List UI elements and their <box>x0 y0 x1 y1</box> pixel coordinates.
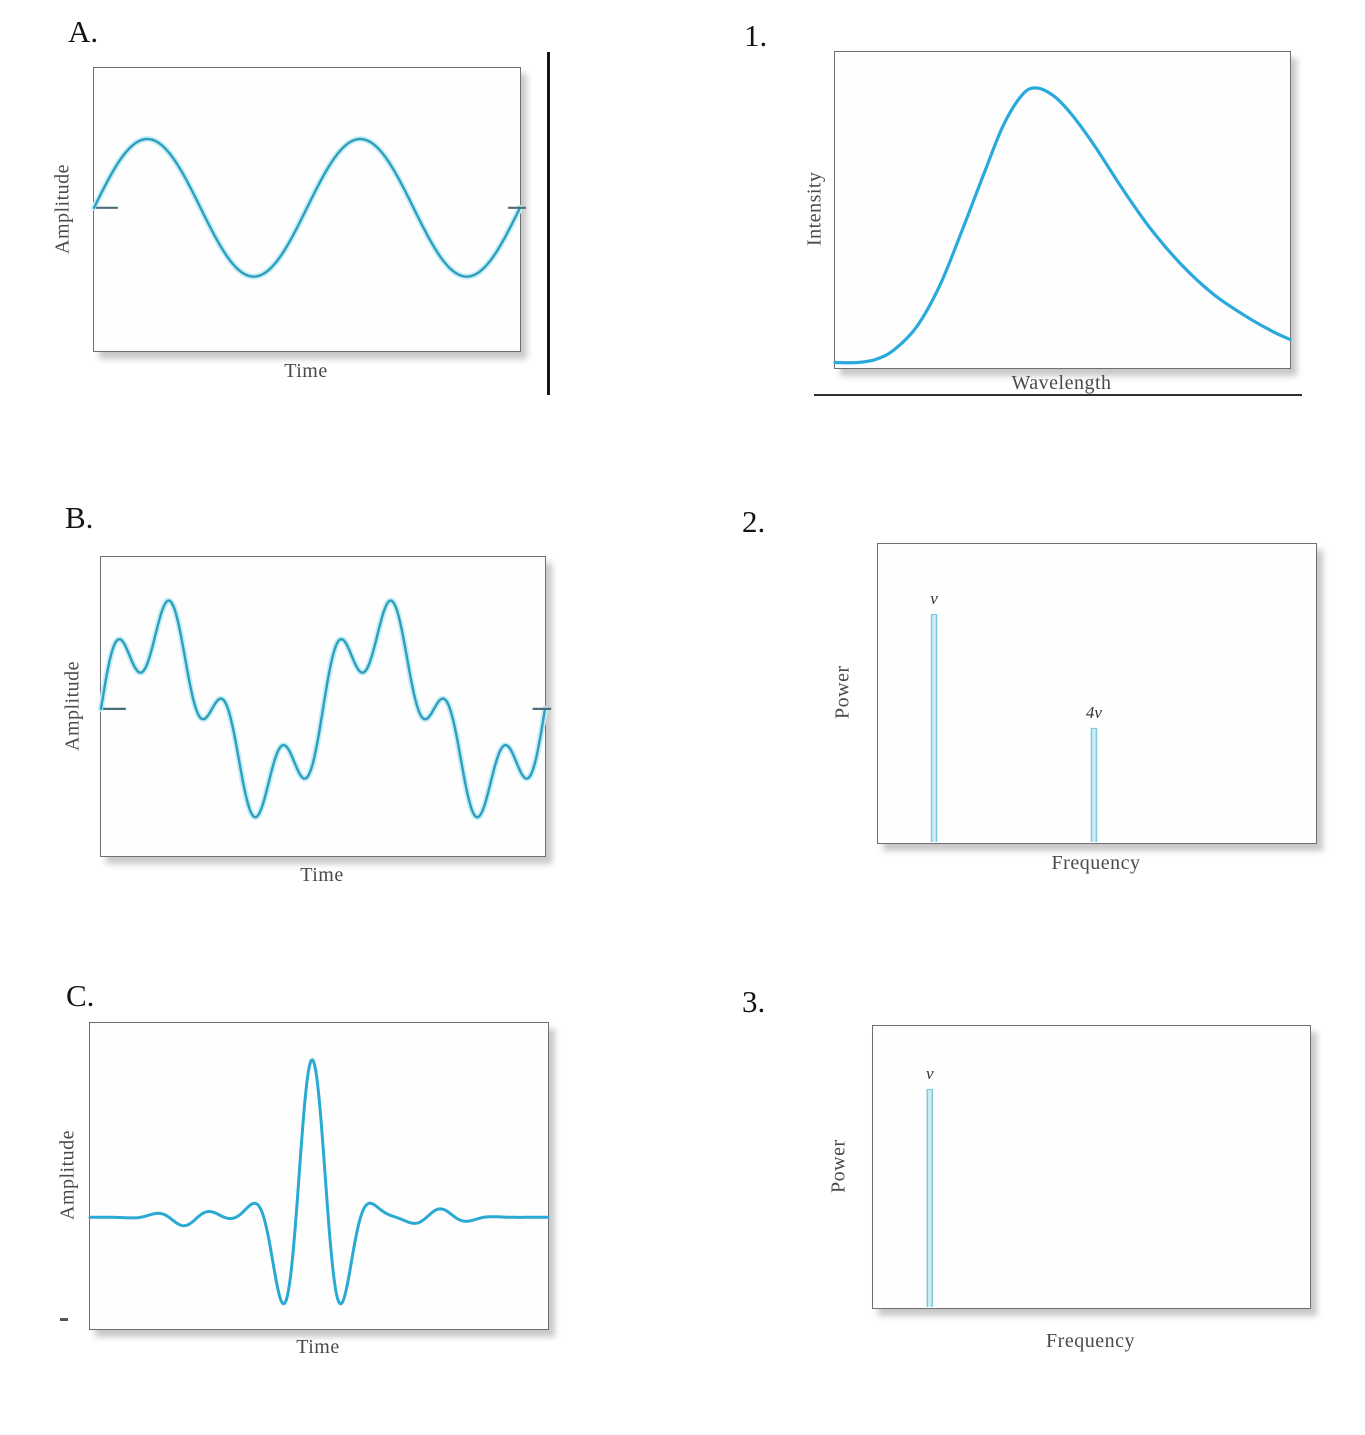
wave-packet-path <box>90 1060 548 1304</box>
y-axis-label-amplitude: Amplitude <box>51 163 74 254</box>
x-axis-label-time: Time <box>300 864 344 886</box>
chart-canvas-C <box>90 1023 548 1329</box>
panel-label-B: B. <box>65 500 94 535</box>
row-divider-line <box>814 394 1302 396</box>
stem-label-4ν: 4ν <box>1085 702 1102 722</box>
panel-label-A: A. <box>68 14 99 49</box>
x-axis-label-frequency: Frequency <box>1051 852 1141 874</box>
spectrum-curve <box>835 88 1290 363</box>
plot-area-A <box>93 67 521 352</box>
x-axis-label-time: Time <box>284 360 328 382</box>
chart-canvas-B <box>101 557 545 856</box>
panel-label-1: 1. <box>744 18 768 53</box>
stem-label-ν: ν <box>926 1063 934 1083</box>
chart-canvas-A <box>94 68 520 351</box>
waveform-path <box>94 139 520 277</box>
y-axis-label-amplitude: Amplitude <box>56 1129 79 1221</box>
baseline-tick <box>60 1318 68 1321</box>
panel-label-2: 2. <box>742 504 766 539</box>
chart-canvas-2 <box>878 544 1316 843</box>
plot-area-C <box>89 1022 549 1330</box>
y-axis-label-amplitude: Amplitude <box>61 660 84 751</box>
y-axis-label-power: Power <box>827 1139 850 1193</box>
plot-area-3: ν <box>872 1025 1311 1309</box>
x-axis-label-frequency: Frequency <box>1046 1330 1135 1352</box>
plot-area-1 <box>834 51 1291 369</box>
x-axis-label-time: Time <box>296 1336 340 1358</box>
stem-label-ν: ν <box>930 588 938 608</box>
panel-label-3: 3. <box>742 984 766 1019</box>
panel-label-C: C. <box>66 978 95 1013</box>
chart-canvas-1 <box>835 52 1290 368</box>
plot-area-B <box>100 556 546 857</box>
chart-canvas-3 <box>873 1026 1310 1308</box>
y-axis-label-power: Power <box>831 665 854 720</box>
column-divider-line <box>547 52 550 395</box>
y-axis-label-intensity: Intensity <box>803 171 826 247</box>
x-axis-label-wavelength: Wavelength <box>1011 372 1112 394</box>
waveform-path <box>101 601 545 818</box>
plot-area-2: ν 4ν <box>877 543 1317 844</box>
